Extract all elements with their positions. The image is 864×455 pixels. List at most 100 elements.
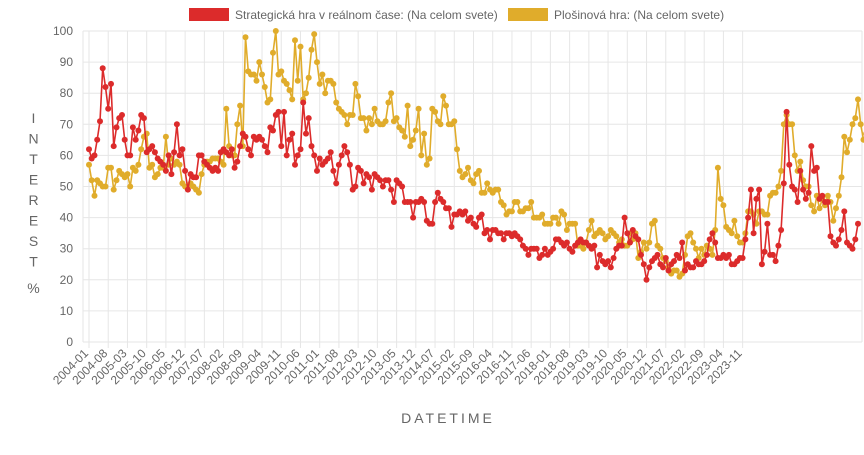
data-point xyxy=(828,233,834,239)
data-point xyxy=(836,236,842,242)
data-point xyxy=(751,230,757,236)
data-point xyxy=(388,187,394,193)
data-point xyxy=(646,240,652,246)
data-point xyxy=(514,199,520,205)
data-point xyxy=(498,230,504,236)
data-point xyxy=(89,177,95,183)
data-point xyxy=(234,159,240,165)
data-point xyxy=(311,31,317,37)
data-point xyxy=(534,246,540,252)
data-point xyxy=(174,121,180,127)
data-point xyxy=(438,121,444,127)
y-tick-label: 10 xyxy=(60,304,74,318)
data-point xyxy=(542,246,548,252)
data-point xyxy=(641,261,647,267)
data-point xyxy=(451,118,457,124)
data-point xyxy=(465,165,471,171)
data-point xyxy=(278,68,284,74)
data-point xyxy=(709,252,715,258)
data-point xyxy=(122,137,128,143)
data-point xyxy=(380,184,386,190)
data-point xyxy=(784,109,790,115)
data-point xyxy=(443,103,449,109)
data-point xyxy=(446,205,452,211)
data-point xyxy=(402,134,408,140)
legend[interactable]: Strategická hra v reálnom čase: (Na celo… xyxy=(189,8,724,22)
data-point xyxy=(440,199,446,205)
data-point xyxy=(709,230,715,236)
data-point xyxy=(484,180,490,186)
data-point xyxy=(265,149,271,155)
data-point xyxy=(317,156,323,162)
legend-item-1[interactable]: Strategická hra v reálnom čase: (Na celo… xyxy=(189,8,498,22)
data-point xyxy=(449,224,455,230)
data-point xyxy=(572,221,578,227)
data-point xyxy=(276,109,282,115)
data-point xyxy=(619,243,625,249)
data-point xyxy=(762,249,768,255)
data-point xyxy=(298,44,304,50)
data-point xyxy=(789,121,795,127)
data-point xyxy=(221,162,227,168)
data-point xyxy=(786,162,792,168)
data-point xyxy=(185,187,191,193)
data-point xyxy=(341,143,347,149)
data-point xyxy=(270,50,276,56)
data-point xyxy=(309,47,315,53)
data-point xyxy=(781,180,787,186)
data-point xyxy=(289,131,295,137)
data-point xyxy=(764,212,770,218)
data-point xyxy=(358,168,364,174)
data-point xyxy=(135,162,141,168)
data-point xyxy=(182,168,188,174)
data-point xyxy=(630,227,636,233)
data-point xyxy=(825,199,831,205)
y-axis-title-letter: E xyxy=(29,172,41,188)
data-point xyxy=(693,246,699,252)
data-point xyxy=(594,264,600,270)
data-point xyxy=(663,255,669,261)
legend-label: Plošinová hra: (Na celom svete) xyxy=(554,8,724,22)
data-point xyxy=(292,162,298,168)
data-point xyxy=(366,174,372,180)
data-point xyxy=(525,252,531,258)
data-point xyxy=(528,199,534,205)
data-point xyxy=(385,177,391,183)
data-point xyxy=(600,230,606,236)
data-point xyxy=(385,100,391,106)
data-point xyxy=(627,240,633,246)
data-point xyxy=(844,149,850,155)
data-point xyxy=(605,233,611,239)
data-point xyxy=(243,34,249,40)
data-point xyxy=(108,81,114,87)
data-point xyxy=(509,208,515,214)
data-point xyxy=(391,199,397,205)
y-tick-label: 0 xyxy=(66,335,73,349)
data-point xyxy=(517,236,523,242)
data-point xyxy=(462,208,468,214)
data-point xyxy=(471,180,477,186)
data-point xyxy=(841,134,847,140)
data-point xyxy=(114,124,120,130)
data-point xyxy=(179,146,185,152)
data-point xyxy=(484,227,490,233)
data-point xyxy=(731,218,737,224)
data-point xyxy=(193,174,199,180)
data-point xyxy=(322,90,328,96)
data-point xyxy=(199,171,205,177)
data-point xyxy=(229,146,235,152)
data-point xyxy=(841,208,847,214)
data-point xyxy=(817,205,823,211)
data-point xyxy=(674,268,680,274)
data-point xyxy=(226,152,232,158)
data-point xyxy=(114,177,120,183)
data-point xyxy=(149,143,155,149)
data-point xyxy=(309,143,315,149)
x-axis-title: DATETIME xyxy=(401,410,495,426)
data-point xyxy=(234,121,240,127)
data-point xyxy=(773,190,779,196)
legend-item-2[interactable]: Plošinová hra: (Na celom svete) xyxy=(508,8,724,22)
data-point xyxy=(501,236,507,242)
